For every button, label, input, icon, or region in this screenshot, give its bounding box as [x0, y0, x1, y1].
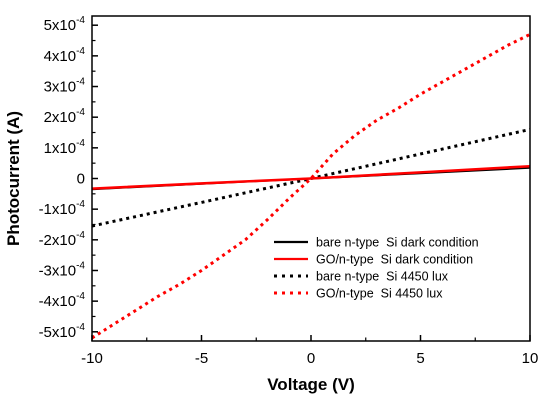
y-axis-title: Photocurrent (A) — [4, 111, 23, 246]
y-tick-mantissa: 3x10 — [44, 79, 77, 96]
y-tick-exponent: -4 — [76, 107, 85, 118]
legend-label-3: GO/n-type Si 4450 lux — [316, 287, 443, 301]
y-tick-exponent: -4 — [76, 46, 85, 57]
y-tick-label: 2x10-4 — [44, 107, 86, 126]
y-tick-exponent: -4 — [76, 15, 85, 26]
y-tick-exponent: -4 — [76, 322, 85, 333]
y-tick-mantissa: -2x10 — [39, 232, 77, 249]
legend-label-1: GO/n-type Si dark condition — [316, 253, 473, 267]
y-tick-mantissa: 1x10 — [44, 140, 77, 157]
legend-label-2: bare n-type Si 4450 lux — [316, 270, 449, 284]
series-line-1 — [91, 164, 531, 190]
x-tick-label: 10 — [522, 350, 539, 367]
y-tick-label: -1x10-4 — [39, 199, 86, 218]
y-tick-label: -4x10-4 — [39, 291, 86, 310]
y-tick-label: -5x10-4 — [39, 322, 86, 341]
y-tick-mantissa: 4x10 — [44, 48, 77, 65]
y-tick-mantissa: -1x10 — [39, 201, 77, 218]
x-tick-label: 0 — [307, 350, 315, 367]
y-tick-label: -2x10-4 — [39, 230, 86, 249]
axes — [91, 15, 531, 342]
y-tick-exponent: -4 — [76, 260, 85, 271]
y-tick-exponent: -4 — [76, 77, 85, 88]
y-tick-label: 3x10-4 — [44, 77, 86, 96]
legend-label-0: bare n-type Si dark condition — [316, 236, 479, 250]
y-tick-mantissa: -4x10 — [39, 293, 77, 310]
y-tick-mantissa: 0 — [77, 171, 85, 188]
y-tick-mantissa: 2x10 — [44, 109, 77, 126]
y-tick-mantissa: 5x10 — [44, 17, 77, 34]
y-tick-label: 0 — [77, 171, 85, 188]
y-tick-label: 5x10-4 — [44, 15, 86, 34]
series-line-3 — [91, 33, 531, 340]
y-tick-label: -3x10-4 — [39, 260, 86, 279]
y-tick-label: 4x10-4 — [44, 46, 86, 65]
x-tick-label: 5 — [416, 350, 424, 367]
y-tick-mantissa: -3x10 — [39, 262, 77, 279]
series-group — [91, 33, 531, 340]
y-tick-label: 1x10-4 — [44, 138, 86, 157]
tick-labels: -10 -5 0 5 105x10-44x10-43x10-42x10-41x10-40… — [39, 15, 539, 367]
x-tick-label: -10 — [81, 350, 103, 367]
y-tick-exponent: -4 — [76, 138, 85, 149]
y-tick-exponent: -4 — [76, 291, 85, 302]
y-tick-exponent: -4 — [76, 199, 85, 210]
x-tick-label: -5 — [195, 350, 208, 367]
y-tick-mantissa: -5x10 — [39, 324, 77, 341]
y-tick-exponent: -4 — [76, 230, 85, 241]
x-axis-title: Voltage (V) — [267, 375, 355, 394]
legend: bare n-type Si dark condition GO/n-type S… — [274, 236, 479, 301]
